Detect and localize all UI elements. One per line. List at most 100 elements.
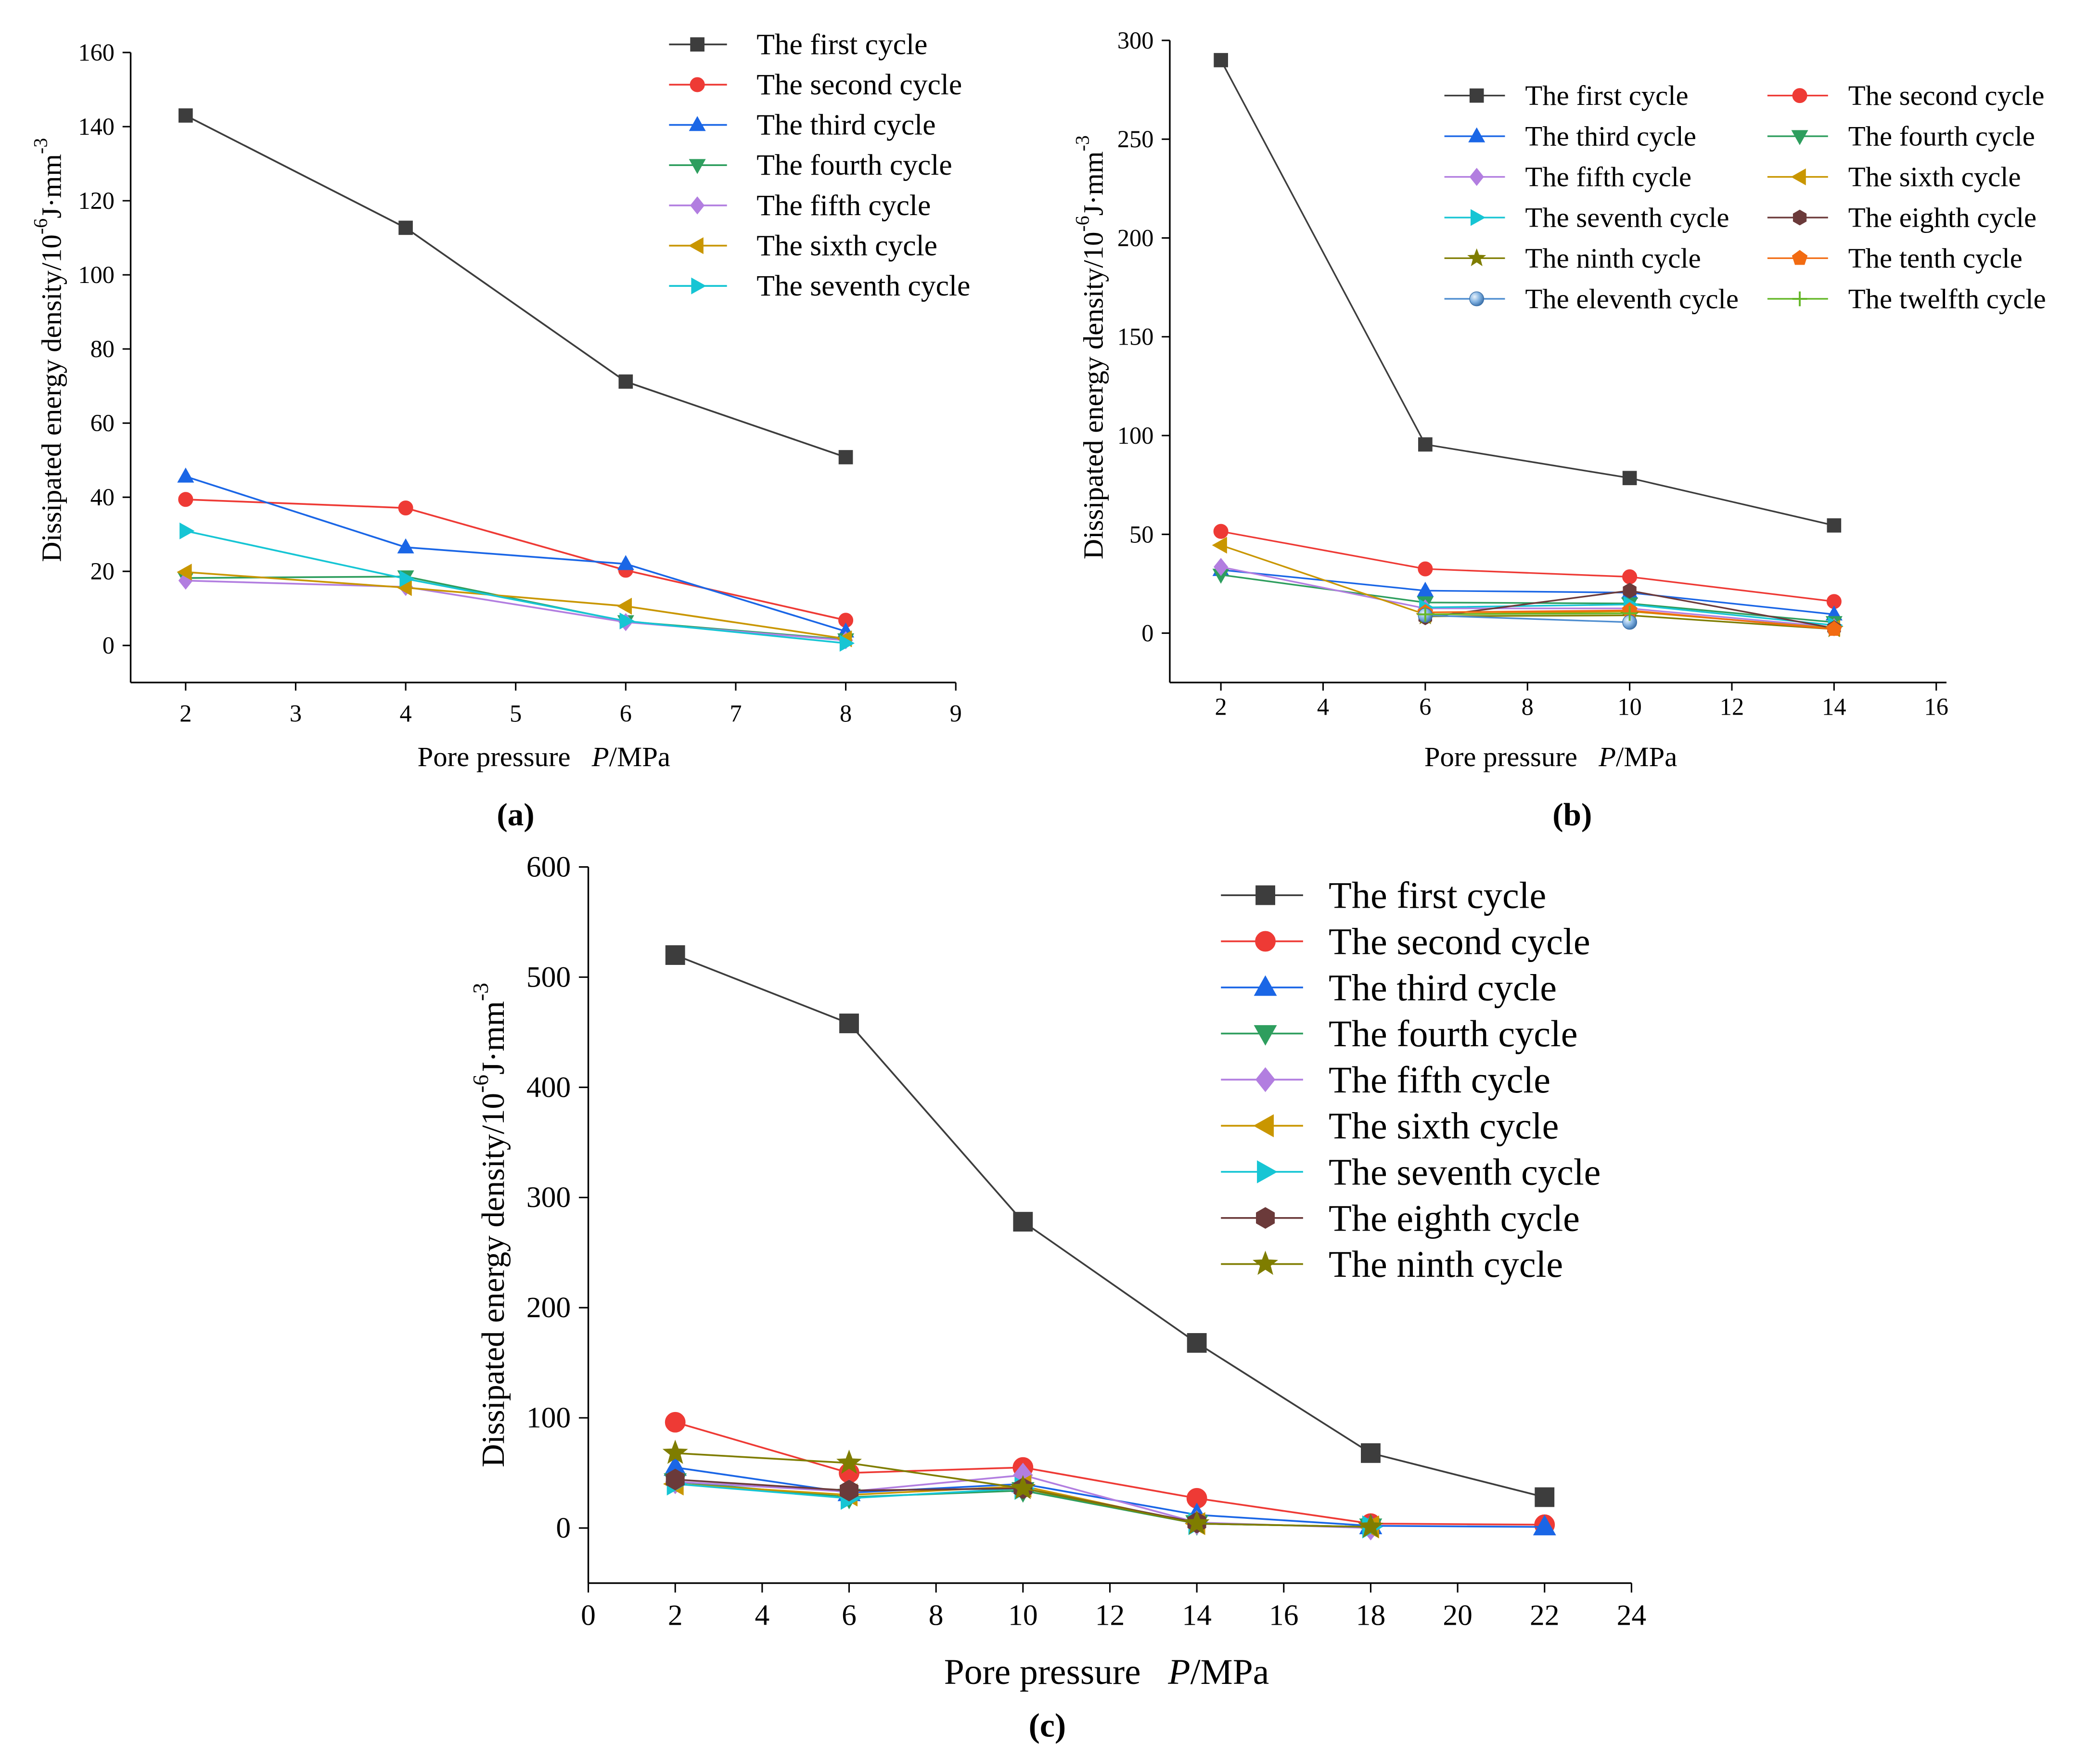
- legend-marker: [1255, 885, 1275, 905]
- panel-a-series-7-point: [179, 522, 195, 539]
- panel-a-legend-entry: The fourth cycle: [669, 149, 952, 181]
- panel-b-chart: 2 4 6 8 10 12 14 16 0 50 100 150 200 250 300 Pore press…: [1072, 27, 2046, 833]
- x-axis-label-unit: /MPa: [609, 741, 670, 772]
- legend-label: The fifth cycle: [756, 189, 931, 222]
- panel-c-series-1-point: [665, 945, 685, 965]
- legend-marker: [1253, 1114, 1274, 1138]
- legend-label: The twelfth cycle: [1848, 283, 2046, 314]
- panel-b-series-12-line: [1425, 612, 1630, 616]
- panel-b-x-tick-label: 2: [1215, 693, 1227, 720]
- panel-c-series-9-point: [662, 1439, 688, 1464]
- legend-label: The first cycle: [1329, 874, 1546, 916]
- panel-b-legend-entry: The eleventh cycle: [1444, 283, 1739, 314]
- panel-a-y-tick-label: 80: [90, 335, 115, 362]
- panel-a-series-6-line: [185, 571, 846, 640]
- panel-a-y-axis-label: Dissipated energy density/10-6J·mm-3: [29, 138, 67, 562]
- x-axis-label-text: Pore pressure: [1424, 741, 1577, 772]
- panel-b-series-12: [1418, 606, 1637, 622]
- x-axis-label-text: Pore pressure: [944, 1652, 1141, 1692]
- legend-label: The sixth cycle: [1848, 161, 2021, 193]
- panel-a-series-7-line: [185, 530, 846, 644]
- y-axis-label-exponent: -6: [468, 1075, 493, 1093]
- panel-a-legend-entry: The fifth cycle: [669, 189, 931, 222]
- legend-marker: [1469, 88, 1484, 103]
- panel-b-series-1-point: [1622, 471, 1637, 486]
- legend-label: The seventh cycle: [756, 270, 970, 302]
- legend-label: The seventh cycle: [1525, 202, 1729, 233]
- panel-c-series-9-point: [1184, 1510, 1210, 1535]
- x-axis-label-symbol: P: [591, 741, 609, 772]
- legend-marker: [691, 277, 706, 295]
- panel-b-legend-entry: The eighth cycle: [1767, 202, 2036, 233]
- panel-a-label: (a): [497, 796, 534, 833]
- legend-marker: [690, 37, 704, 52]
- legend-marker: [1256, 1207, 1275, 1229]
- panel-b-series-1: [1214, 53, 1842, 533]
- y-axis-label-unit: J·mm: [36, 154, 67, 218]
- panel-b-y-tick-label: 100: [1117, 422, 1154, 449]
- panel-c-series-8-point: [840, 1479, 859, 1502]
- panel-b-x-tick-label: 6: [1419, 693, 1431, 720]
- panel-b-series-1-point: [1418, 437, 1433, 452]
- panel-c-series-9-point: [1357, 1513, 1383, 1538]
- panel-c-x-tick-label: 8: [929, 1599, 944, 1632]
- panel-c-x-tick-label: 4: [755, 1599, 769, 1632]
- panel-b-series-5-point: [1214, 558, 1229, 576]
- panel-c-series-2: [665, 1412, 1555, 1535]
- y-axis-label-unit: J·mm: [1077, 151, 1109, 216]
- panel-a-series-1-point: [618, 374, 633, 389]
- panel-c-y-tick-label: 100: [526, 1401, 571, 1434]
- panel-b-x-tick-label: 12: [1720, 693, 1744, 720]
- panel-b-legend-entry: The first cycle: [1444, 80, 1689, 111]
- panel-a-series-7: [179, 522, 855, 652]
- panel-b-legend-entry: The sixth cycle: [1767, 161, 2021, 193]
- panel-b-y-tick-label: 0: [1141, 620, 1153, 647]
- legend-label: The fourth cycle: [756, 149, 952, 181]
- legend-label: The first cycle: [1525, 80, 1688, 111]
- panel-c-x-tick-label: 2: [668, 1599, 683, 1632]
- panel-b-legend-entry: The fourth cycle: [1767, 121, 2035, 152]
- panel-b-x-tick-label: 16: [1924, 693, 1948, 720]
- panel-a-legend-entry: The first cycle: [669, 28, 927, 61]
- panel-c-y-tick-label: 0: [556, 1512, 571, 1544]
- panel-a-x-tick-label: 6: [620, 700, 632, 727]
- panel-a-series-6-point: [616, 598, 632, 615]
- panel-a-series-7-point: [399, 570, 415, 588]
- legend-marker: [1470, 209, 1486, 226]
- panel-c-legend-entry: The third cycle: [1221, 966, 1557, 1008]
- panel-a-y-tick-label: 40: [90, 484, 115, 511]
- panel-b-x-tick-label: 4: [1317, 693, 1329, 720]
- panel-c-legend-entry: The fourth cycle: [1221, 1013, 1578, 1054]
- panel-c-series-1-point: [1013, 1212, 1033, 1232]
- legend-marker: [1792, 250, 1808, 265]
- panel-a-y-tick-label: 20: [90, 558, 115, 585]
- x-axis-label-unit: /MPa: [1191, 1652, 1269, 1692]
- panel-c-chart: 0 2 4 6 8 10 12 14 16 18 20 22 240100200300400500600…: [468, 850, 1646, 1744]
- legend-marker: [1468, 127, 1485, 142]
- panel-a-x-tick-label: 2: [179, 700, 192, 727]
- panel-c-legend-entry: The ninth cycle: [1221, 1243, 1563, 1285]
- panel-c-x-tick-label: 12: [1095, 1599, 1125, 1632]
- legend-marker: [690, 196, 705, 215]
- x-axis-label-unit: /MPa: [1616, 741, 1677, 772]
- panel-a-series-1-point: [838, 450, 853, 464]
- panel-b-series-2-point: [1213, 524, 1229, 539]
- y-axis-label-text: Dissipated energy density/10: [474, 1093, 511, 1467]
- panel-b-series-8-point: [1623, 582, 1637, 599]
- panel-b-x-tick-label: 14: [1822, 693, 1846, 720]
- panel-c-y-tick-label: 200: [526, 1291, 571, 1324]
- panel-a-legend-entry: The sixth cycle: [669, 229, 937, 262]
- x-axis-label-symbol: P: [1598, 741, 1616, 772]
- panel-c-series-2-line: [675, 1421, 1545, 1526]
- panel-c-x-tick-label: 14: [1182, 1599, 1212, 1632]
- panel-a-series-6-point: [177, 564, 192, 581]
- panel-a-series-1-point: [178, 108, 193, 123]
- legend-marker: [688, 237, 704, 255]
- panel-a-series-2-point: [398, 500, 413, 516]
- panel-a-series-7-point: [839, 635, 855, 652]
- legend-marker: [1255, 1067, 1276, 1092]
- panel-b-y-tick-label: 150: [1117, 323, 1154, 350]
- legend-marker: [1792, 291, 1807, 307]
- legend-label: The eighth cycle: [1848, 202, 2036, 233]
